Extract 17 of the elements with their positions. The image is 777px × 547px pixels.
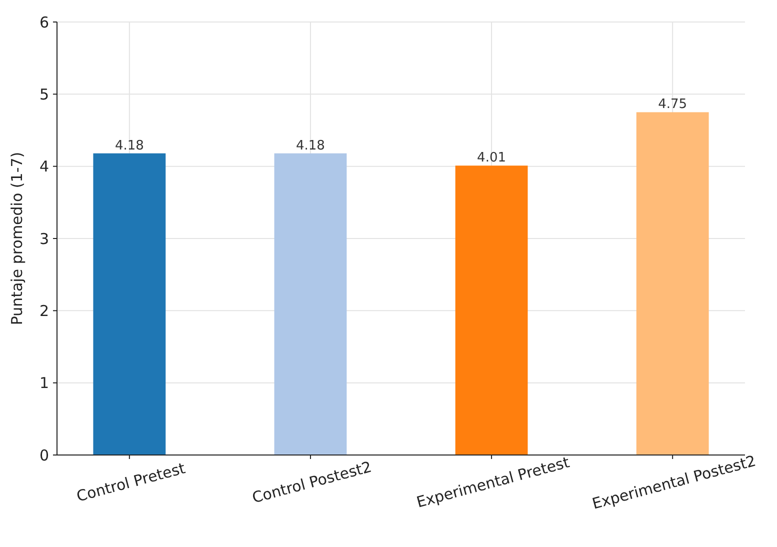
bar bbox=[455, 166, 528, 455]
y-tick-label: 1 bbox=[39, 374, 49, 392]
y-tick-label: 0 bbox=[39, 446, 49, 464]
bar bbox=[636, 112, 709, 455]
y-tick-label: 3 bbox=[39, 230, 49, 248]
data-label: 4.18 bbox=[296, 138, 325, 154]
y-tick-label: 6 bbox=[39, 13, 49, 32]
y-axis-title: Puntaje promedio (1-7) bbox=[8, 152, 26, 326]
bar bbox=[274, 153, 347, 455]
y-tick-label: 4 bbox=[39, 158, 49, 176]
y-tick-label: 5 bbox=[39, 85, 49, 104]
data-label: 4.75 bbox=[658, 97, 688, 112]
data-label: 4.01 bbox=[477, 150, 506, 166]
x-tick-label: Control Pretest bbox=[74, 459, 188, 506]
y-tick-label: 2 bbox=[39, 302, 49, 320]
bar bbox=[93, 153, 166, 455]
data-label: 4.18 bbox=[114, 138, 144, 154]
